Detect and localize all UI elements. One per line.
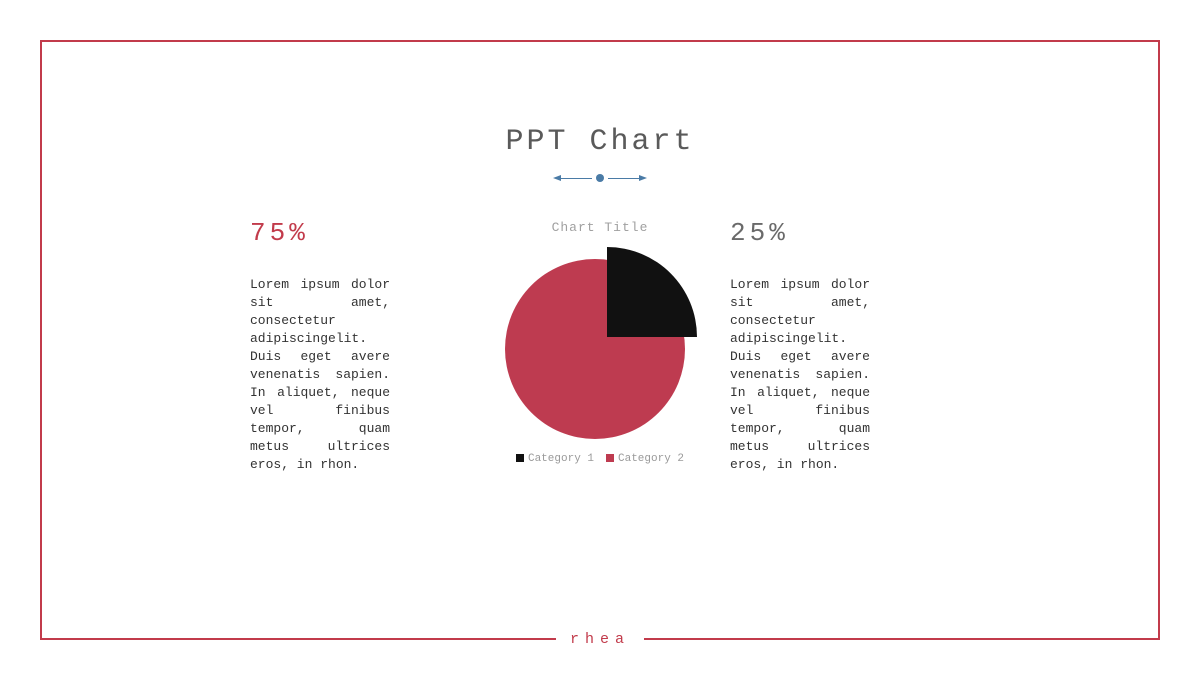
pie-wrap <box>505 247 695 437</box>
left-body-text: Lorem ipsum dolor sit amet, consectetur … <box>250 276 390 474</box>
chart-title: Chart Title <box>552 220 649 235</box>
right-column: 25% Lorem ipsum dolor sit amet, consecte… <box>730 218 870 474</box>
left-percent: 75% <box>250 218 390 248</box>
pie-slice-category-1 <box>517 247 697 427</box>
divider-dot-icon <box>596 174 604 182</box>
chart-legend: Category 1 Category 2 <box>516 453 684 465</box>
divider-line <box>608 178 640 179</box>
left-column: 75% Lorem ipsum dolor sit amet, consecte… <box>250 218 390 474</box>
legend-label: Category 2 <box>618 453 684 465</box>
pie-chart: Chart Title Category 1 Category 2 <box>0 220 1200 465</box>
right-body-text: Lorem ipsum dolor sit amet, consectetur … <box>730 276 870 474</box>
right-percent: 25% <box>730 218 870 248</box>
legend-item: Category 2 <box>606 453 684 465</box>
divider-line <box>560 178 592 179</box>
legend-swatch-icon <box>606 454 614 462</box>
legend-label: Category 1 <box>528 453 594 465</box>
legend-item: Category 1 <box>516 453 594 465</box>
divider-arrow-right-icon <box>639 175 647 181</box>
footer-brand: rhea <box>556 631 644 648</box>
legend-swatch-icon <box>516 454 524 462</box>
slide-title: PPT Chart <box>0 125 1200 159</box>
title-divider <box>0 174 1200 182</box>
